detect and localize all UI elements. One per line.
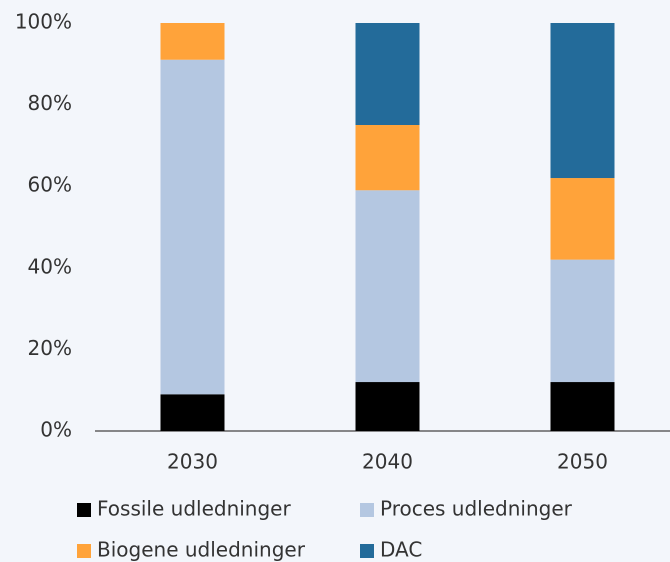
x-tick-label: 2040 bbox=[362, 450, 413, 474]
legend-label: Biogene udledninger bbox=[97, 538, 306, 562]
bar-segment bbox=[355, 190, 420, 383]
x-tick-label: 2050 bbox=[557, 450, 608, 474]
legend-label: Proces udledninger bbox=[380, 497, 573, 521]
bar-segment bbox=[550, 259, 615, 383]
legend-label: Fossile udledninger bbox=[97, 497, 291, 521]
bar-segment bbox=[550, 178, 615, 260]
bar-segment bbox=[160, 394, 225, 431]
legend-swatch bbox=[360, 544, 374, 558]
bar-segment bbox=[550, 382, 615, 431]
x-tick-label: 2030 bbox=[167, 450, 218, 474]
bar-segment bbox=[550, 23, 615, 179]
bar-segment bbox=[160, 23, 225, 60]
y-tick-label: 80% bbox=[28, 91, 72, 115]
bar-segment bbox=[160, 59, 225, 395]
bar-segment bbox=[355, 125, 420, 191]
y-tick-label: 20% bbox=[28, 336, 72, 360]
legend-swatch bbox=[77, 503, 91, 517]
legend-swatch bbox=[77, 544, 91, 558]
legend-swatch bbox=[360, 503, 374, 517]
legend-label: DAC bbox=[380, 538, 422, 562]
y-tick-label: 100% bbox=[15, 10, 72, 34]
y-tick-label: 40% bbox=[28, 254, 72, 278]
bar-segment bbox=[355, 382, 420, 431]
y-tick-label: 0% bbox=[40, 418, 72, 442]
bar-segment bbox=[355, 23, 420, 125]
y-tick-label: 60% bbox=[28, 173, 72, 197]
